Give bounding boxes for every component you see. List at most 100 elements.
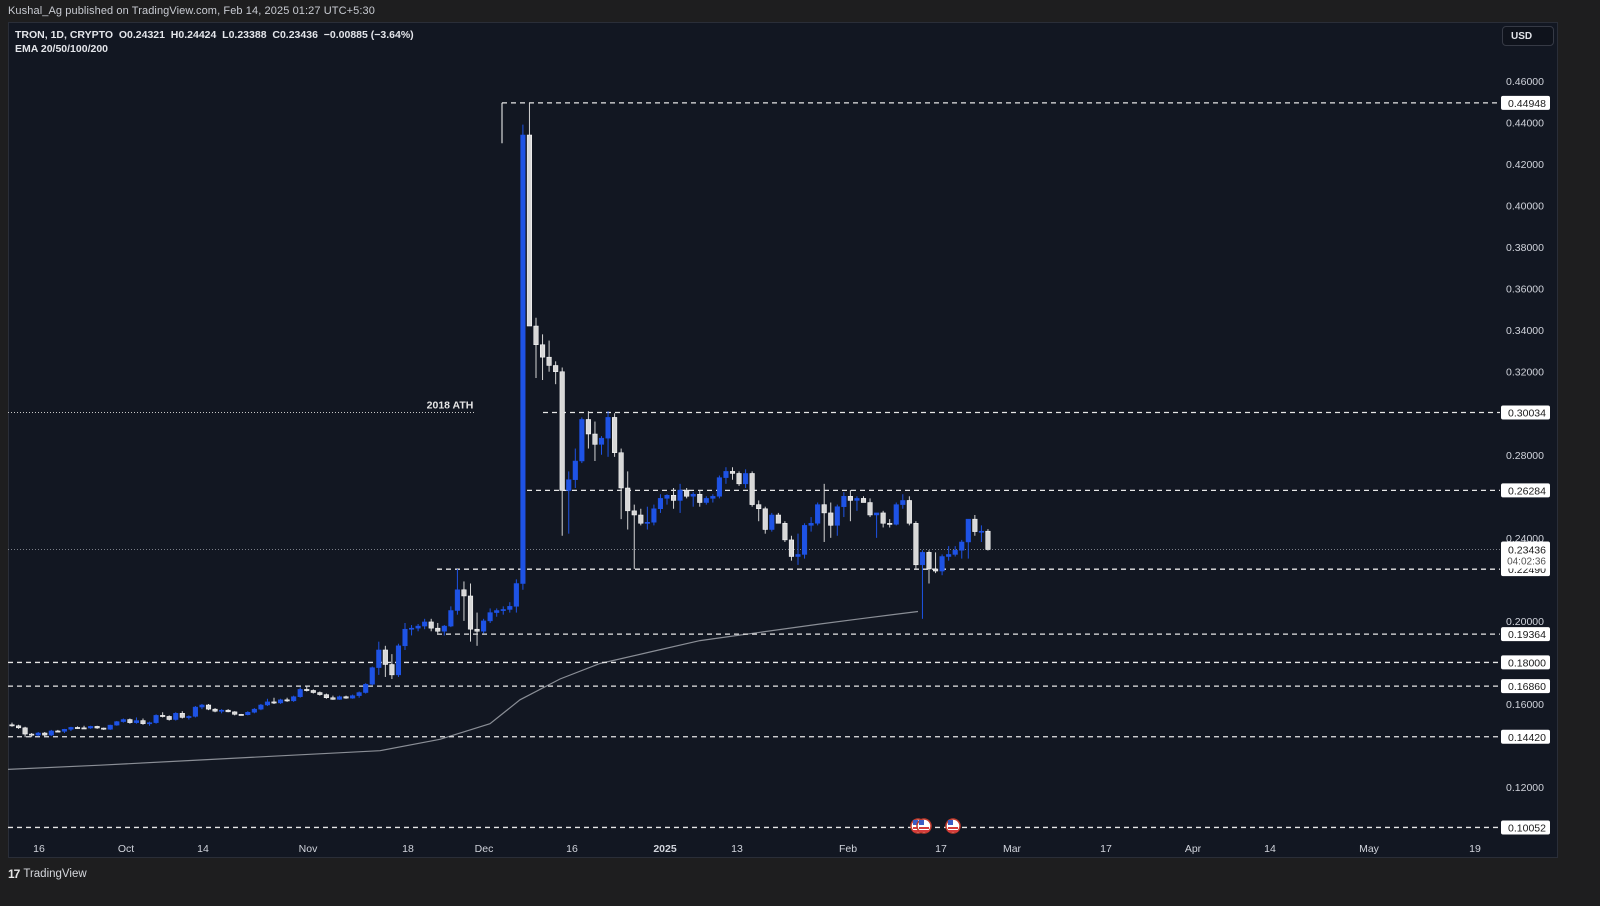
candle xyxy=(756,500,762,522)
candle xyxy=(101,727,107,730)
candle xyxy=(605,411,611,457)
candle xyxy=(199,703,205,710)
x-axis-tick: May xyxy=(1359,843,1380,855)
candle xyxy=(566,471,572,534)
candle xyxy=(507,602,513,613)
candle xyxy=(769,512,775,532)
price-label: 0.44948 xyxy=(1501,95,1550,110)
candle xyxy=(841,492,847,518)
candle xyxy=(9,722,15,727)
candle xyxy=(828,502,834,538)
x-axis-tick: 19 xyxy=(1469,843,1481,855)
candle xyxy=(264,698,270,707)
candle xyxy=(494,608,500,617)
candle xyxy=(965,518,971,559)
x-axis-tick: Feb xyxy=(839,843,857,855)
candle xyxy=(409,625,415,636)
candle xyxy=(212,708,218,713)
candle xyxy=(382,645,388,677)
candle xyxy=(61,728,67,734)
candle xyxy=(55,729,61,733)
candle xyxy=(166,715,172,721)
candle xyxy=(304,686,310,692)
candle xyxy=(933,552,939,574)
us-flag-event-icon[interactable] xyxy=(916,818,932,834)
candle xyxy=(336,695,343,700)
candle xyxy=(474,612,480,646)
candle xyxy=(815,502,821,526)
candle xyxy=(703,496,709,505)
candle xyxy=(572,448,578,488)
svg-text:0.10052: 0.10052 xyxy=(1508,822,1546,834)
y-axis-tick: 0.44000 xyxy=(1506,118,1544,130)
candle xyxy=(219,709,225,714)
x-axis-tick: 17 xyxy=(935,843,947,855)
candle xyxy=(160,712,166,718)
chart-legend: TRON, 1D, CRYPTO O0.24321 H0.24424 L0.23… xyxy=(15,28,414,56)
candle xyxy=(369,666,375,686)
candle xyxy=(959,539,965,559)
candle xyxy=(893,502,899,526)
candle xyxy=(225,709,231,713)
candle xyxy=(461,581,467,621)
indicator-label[interactable]: EMA 20/50/100/200 xyxy=(15,43,109,55)
x-axis-tick: 13 xyxy=(731,843,743,855)
x-axis-tick: Mar xyxy=(1003,843,1022,855)
candle xyxy=(481,618,487,634)
candle xyxy=(147,721,153,726)
candle xyxy=(284,697,290,702)
candle xyxy=(251,708,257,714)
us-flag-event-icon[interactable] xyxy=(945,818,961,834)
candle xyxy=(710,494,716,503)
candle xyxy=(913,521,919,569)
svg-text:0.23436: 0.23436 xyxy=(1508,545,1546,557)
candle xyxy=(350,694,356,699)
candle xyxy=(513,579,519,613)
candle xyxy=(415,624,421,632)
x-axis-tick: 2025 xyxy=(653,843,677,855)
candle xyxy=(926,550,932,584)
candle xyxy=(173,712,179,721)
candle xyxy=(435,622,441,634)
candle xyxy=(205,703,212,711)
candle xyxy=(114,720,120,726)
svg-text:0.14420: 0.14420 xyxy=(1508,732,1546,744)
candle xyxy=(847,490,853,522)
candle xyxy=(690,492,696,507)
candle xyxy=(775,512,781,524)
y-axis-tick: 0.32000 xyxy=(1506,367,1544,379)
y-axis-tick: 0.12000 xyxy=(1506,782,1544,794)
candle xyxy=(363,683,369,694)
symbol-ohlc[interactable]: TRON, 1D, CRYPTO O0.24321 H0.24424 L0.23… xyxy=(15,29,414,41)
candle xyxy=(834,504,840,536)
candle xyxy=(729,467,736,480)
footer-brand: 17 TradingView xyxy=(8,867,87,881)
candle xyxy=(526,102,533,327)
candle xyxy=(441,625,447,636)
y-axis-tick: 0.38000 xyxy=(1506,242,1544,254)
candle xyxy=(140,718,146,725)
candle xyxy=(795,533,801,565)
chart-panel[interactable] xyxy=(8,22,1558,858)
tradingview-logo-icon: 17 xyxy=(8,867,20,881)
candle xyxy=(625,471,631,530)
y-axis-tick: 0.34000 xyxy=(1506,325,1544,337)
candle xyxy=(723,467,729,484)
candle xyxy=(68,726,74,731)
y-axis-tick: 0.42000 xyxy=(1506,159,1544,171)
candle xyxy=(271,697,277,704)
ath-label: 2018 ATH xyxy=(427,400,474,412)
candle xyxy=(186,715,192,720)
candle xyxy=(22,726,28,738)
candle xyxy=(35,731,41,737)
candle xyxy=(585,411,591,449)
candle xyxy=(245,711,251,716)
candle xyxy=(310,689,316,694)
candle xyxy=(402,622,408,650)
candle xyxy=(612,413,618,457)
currency-button[interactable]: USD xyxy=(1502,26,1554,46)
svg-text:04:02:36: 04:02:36 xyxy=(1507,557,1546,568)
candle xyxy=(120,718,126,723)
y-axis-tick: 0.20000 xyxy=(1506,616,1544,628)
